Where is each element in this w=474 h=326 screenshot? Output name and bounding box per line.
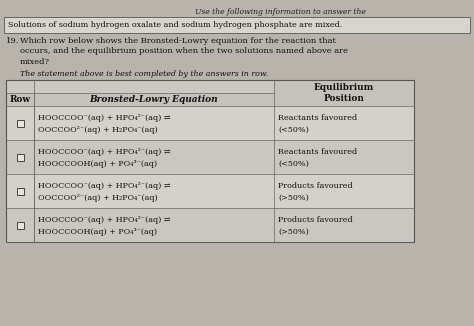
Text: Products favoured: Products favoured (278, 182, 353, 190)
Bar (6, 174, 414, 208)
Text: (>50%): (>50%) (278, 228, 309, 236)
Text: Which row below shows the Bronsted-Lowry equation for the reaction that
occurs, : Which row below shows the Bronsted-Lowry… (20, 37, 348, 66)
Bar (6, 106, 414, 140)
Text: HOOCCOO⁻(aq) + HPO₄²⁻(aq) ⇌: HOOCCOO⁻(aq) + HPO₄²⁻(aq) ⇌ (38, 114, 171, 122)
Bar (4, 17, 470, 33)
Bar (274, 80, 414, 106)
Text: HOOCCOOH(aq) + PO₄³⁻(aq): HOOCCOOH(aq) + PO₄³⁻(aq) (38, 228, 157, 236)
Text: HOOCCOO⁻(aq) + HPO₄²⁻(aq) ⇌: HOOCCOO⁻(aq) + HPO₄²⁻(aq) ⇌ (38, 216, 171, 224)
Text: (<50%): (<50%) (278, 126, 309, 134)
Text: 19.: 19. (6, 37, 19, 45)
Text: HOOCCOO⁻(aq) + HPO₄²⁻(aq) ⇌: HOOCCOO⁻(aq) + HPO₄²⁻(aq) ⇌ (38, 182, 171, 190)
Text: Equilibrium
Position: Equilibrium Position (314, 83, 374, 103)
Text: HOOCCOO⁻(aq) + HPO₄²⁻(aq) ⇌: HOOCCOO⁻(aq) + HPO₄²⁻(aq) ⇌ (38, 148, 171, 156)
Text: OOCCOO²⁻(aq) + H₂PO₄⁻(aq): OOCCOO²⁻(aq) + H₂PO₄⁻(aq) (38, 194, 158, 202)
Text: (<50%): (<50%) (278, 160, 309, 168)
Bar (17, 154, 24, 160)
Bar (17, 120, 24, 126)
Bar (6, 80, 414, 242)
Text: Products favoured: Products favoured (278, 216, 353, 224)
Text: (>50%): (>50%) (278, 194, 309, 202)
Text: Solutions of sodium hydrogen oxalate and sodium hydrogen phosphate are mixed.: Solutions of sodium hydrogen oxalate and… (8, 21, 342, 29)
Text: Use the following information to answer the: Use the following information to answer … (194, 8, 365, 16)
Bar (6, 140, 414, 174)
Text: Reactants favoured: Reactants favoured (278, 148, 357, 156)
Text: Bronsted-Lowry Equation: Bronsted-Lowry Equation (90, 95, 219, 104)
Bar (6, 93, 34, 106)
Bar (6, 208, 414, 242)
Text: The statement above is best completed by the answers in row.: The statement above is best completed by… (20, 70, 268, 78)
Text: HOOCCOOH(aq) + PO₄³⁻(aq): HOOCCOOH(aq) + PO₄³⁻(aq) (38, 160, 157, 168)
Text: OOCCOO²⁻(aq) + H₂PO₄⁻(aq): OOCCOO²⁻(aq) + H₂PO₄⁻(aq) (38, 126, 158, 134)
Bar (6, 80, 414, 242)
Bar (17, 187, 24, 195)
Bar (34, 93, 274, 106)
Bar (17, 221, 24, 229)
Text: Row: Row (9, 95, 30, 104)
Text: Reactants favoured: Reactants favoured (278, 114, 357, 122)
